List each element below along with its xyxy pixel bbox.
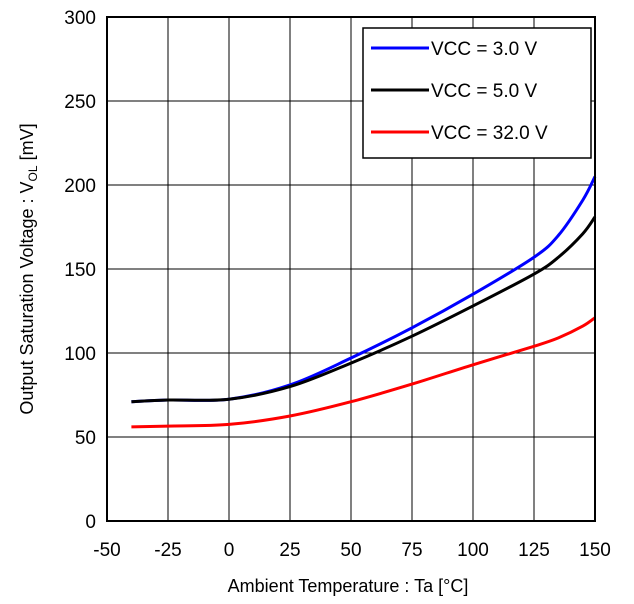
y-tick-label: 300 bbox=[64, 8, 96, 29]
series-lines bbox=[131, 175, 597, 429]
y-axis-label-suffix: [mV] bbox=[17, 123, 37, 165]
plot-frame bbox=[106, 16, 596, 522]
y-tick-labels: 0 50 100 150 200 250 300 bbox=[64, 8, 96, 533]
legend-label-3: VCC = 32.0 V bbox=[431, 123, 548, 144]
y-axis-label-prefix: Output Saturation Voltage : V bbox=[17, 181, 37, 414]
y-tick-label: 250 bbox=[64, 92, 96, 113]
x-axis-label: Ambient Temperature : Ta [°C] bbox=[228, 576, 469, 596]
x-tick-label: 150 bbox=[579, 540, 611, 561]
x-tick-label: 25 bbox=[279, 540, 300, 561]
y-axis-label: Output Saturation Voltage : VOL [mV] bbox=[17, 123, 40, 414]
y-tick-label: 200 bbox=[64, 176, 96, 197]
y-tick-label: 0 bbox=[85, 512, 96, 533]
legend-label-2: VCC = 5.0 V bbox=[431, 81, 537, 102]
series-line-3 bbox=[131, 316, 596, 429]
x-tick-labels: -50 -25 0 25 50 75 100 125 150 bbox=[93, 540, 611, 561]
y-tick-label: 150 bbox=[64, 260, 96, 281]
x-tick-label: -50 bbox=[93, 540, 120, 561]
x-tick-label: 0 bbox=[224, 540, 235, 561]
legend: VCC = 3.0 V VCC = 5.0 V VCC = 32.0 V bbox=[362, 27, 592, 159]
series-line-2 bbox=[131, 216, 597, 404]
legend-box bbox=[362, 27, 592, 159]
y-tick-label: 100 bbox=[64, 344, 96, 365]
x-tick-label: 100 bbox=[457, 540, 489, 561]
x-tick-label: 75 bbox=[401, 540, 422, 561]
x-tick-label: 125 bbox=[518, 540, 550, 561]
y-tick-label: 50 bbox=[75, 428, 96, 449]
x-tick-label: -25 bbox=[154, 540, 181, 561]
x-tick-label: 50 bbox=[340, 540, 361, 561]
y-axis-label-subscript: OL bbox=[26, 165, 40, 181]
legend-label-1: VCC = 3.0 V bbox=[431, 39, 537, 60]
